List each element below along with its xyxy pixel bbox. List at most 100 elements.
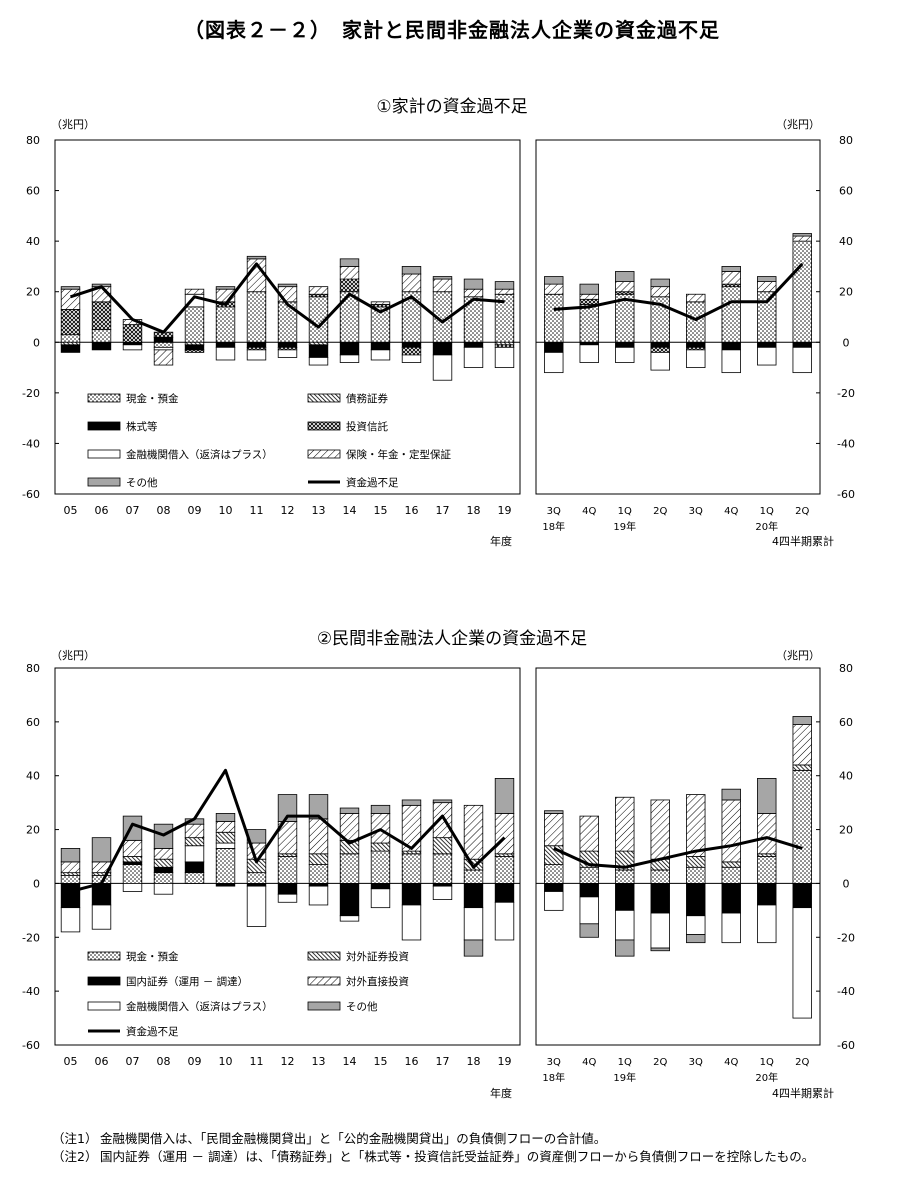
bar-segment-dots [686, 866, 706, 884]
bar-segment-dots [792, 769, 812, 884]
bar-segment-gray [432, 276, 453, 280]
bar-segment-white [544, 351, 564, 374]
x-tick-label: 11 [250, 1055, 264, 1068]
bar-segment-gray [463, 278, 484, 290]
y-tick-label-right: -60 [837, 1039, 855, 1052]
bar-segment-gray [792, 716, 812, 725]
year-label: 18年 [542, 520, 565, 533]
y-tick-label-left: 40 [26, 235, 40, 248]
legend-swatch-black [87, 976, 121, 986]
x-axis-label-left: 年度 [490, 1086, 512, 1100]
bar-segment-gray [615, 939, 635, 957]
x-tick-label: 10 [219, 1055, 233, 1068]
year-label: 19年 [613, 520, 636, 533]
bar-segment-diag [615, 796, 635, 852]
bar-segment-diag [153, 848, 174, 860]
net-line-right [553, 836, 803, 869]
x-tick-label: 11 [250, 504, 264, 517]
bar-segment-dots [184, 306, 205, 343]
bar-segment-diag [432, 802, 453, 839]
bar-segment-white [432, 885, 453, 900]
notes: （注1） 金融機関借入は、「民間金融機関貸出」と「公的金融機関貸出」の負債側フロ… [52, 1130, 872, 1166]
y-tick-label-right: 80 [839, 134, 853, 147]
bar-segment-diag-dense [308, 853, 329, 865]
bar-segment-white [615, 909, 635, 941]
y-tick-label-left: -20 [22, 387, 40, 400]
bar-segment-black [544, 883, 564, 892]
x-tick-label: 19 [498, 1055, 512, 1068]
bar-segment-diag [579, 815, 599, 852]
bar-segment-diag [579, 293, 599, 300]
bar-segment-diag [650, 286, 670, 298]
y-tick-label-right: 0 [843, 877, 850, 890]
bar-segment-black [370, 883, 391, 890]
bar-segment-dots [721, 866, 741, 884]
bar-segment-diag [184, 288, 205, 295]
y-tick-label-left: 20 [26, 824, 40, 837]
legend-swatch-gray [307, 1001, 341, 1011]
bar-segment-dots [60, 334, 81, 343]
bar-segment-black [615, 883, 635, 911]
x-tick-label: 3Q [547, 1057, 561, 1068]
legend-label: 株式等 [126, 420, 158, 433]
bar-segment-black [60, 883, 81, 909]
bar-segment-white [757, 346, 777, 366]
y-tick-label-left: 60 [26, 185, 40, 198]
bar-segment-dots [544, 293, 564, 343]
y-tick-label-right: -20 [837, 387, 855, 400]
note-2: （注2） 国内証券（運用 － 調達）は、「債務証券」と「株式等・投資信託受益証券… [52, 1148, 872, 1166]
bar-segment-white [686, 349, 706, 368]
bar-segment-dots [792, 240, 812, 343]
y-tick-label-left: 40 [26, 770, 40, 783]
bar-segment-dots [686, 301, 706, 343]
legend-swatch-diag-dense [307, 951, 341, 961]
bar-segment-diag [401, 273, 422, 293]
bar-segment-gray [757, 778, 777, 814]
bar-segment-dots [153, 872, 174, 884]
bar-segment-gray [757, 276, 777, 282]
bar-segment-diag [544, 283, 564, 295]
bar-segment-black [650, 883, 670, 914]
bar-segment-dots [215, 848, 236, 884]
bar-segment-black [721, 341, 741, 351]
bar-segment-diag [721, 271, 741, 285]
bar-segment-white [153, 883, 174, 895]
note-1-text: 金融機関借入は、「民間金融機関貸出」と「公的金融機関貸出」の負債側フローの合計値… [100, 1131, 607, 1146]
bar-segment-white [686, 915, 706, 935]
bar-segment-black [792, 883, 812, 909]
bar-segment-diag-dense [401, 850, 422, 855]
bar-segment-black [60, 344, 81, 353]
x-tick-label: 1Q [618, 1057, 632, 1068]
bar-segment-white [277, 349, 298, 358]
x-tick-label: 06 [95, 1055, 109, 1068]
bar-segment-white [792, 907, 812, 1019]
bar-segment-cross [184, 349, 205, 353]
net-line-right [553, 262, 804, 321]
bar-segment-gray [308, 794, 329, 820]
bar-segment-dots [370, 850, 391, 884]
bar-segment-black [91, 883, 112, 906]
bar-segment-dots [308, 864, 329, 884]
year-label: 18年 [542, 1071, 565, 1084]
bar-segment-white [370, 888, 391, 909]
bar-segment-dots [246, 872, 267, 884]
bar-segment-black [91, 341, 112, 351]
bar-segment-black [215, 341, 236, 348]
x-tick-label: 10 [219, 504, 233, 517]
bar-segment-gray [494, 778, 515, 814]
bar-segment-white [339, 915, 360, 922]
x-tick-label: 1Q [618, 506, 632, 517]
bar-segment-black [339, 883, 360, 917]
x-tick-label: 2Q [795, 1057, 809, 1068]
bar-segment-black [122, 861, 143, 865]
y-tick-label-left: 60 [26, 716, 40, 729]
unit-left: （兆円） [51, 118, 95, 131]
x-tick-label: 12 [281, 1055, 295, 1068]
chart1-title: ①家計の資金過不足 [376, 97, 528, 117]
net-line-left [70, 262, 505, 334]
bar-segment-dots [721, 286, 741, 343]
bar-segment-black [153, 336, 174, 343]
bar-segment-dots [184, 872, 205, 884]
bar-segment-dots [215, 306, 236, 343]
